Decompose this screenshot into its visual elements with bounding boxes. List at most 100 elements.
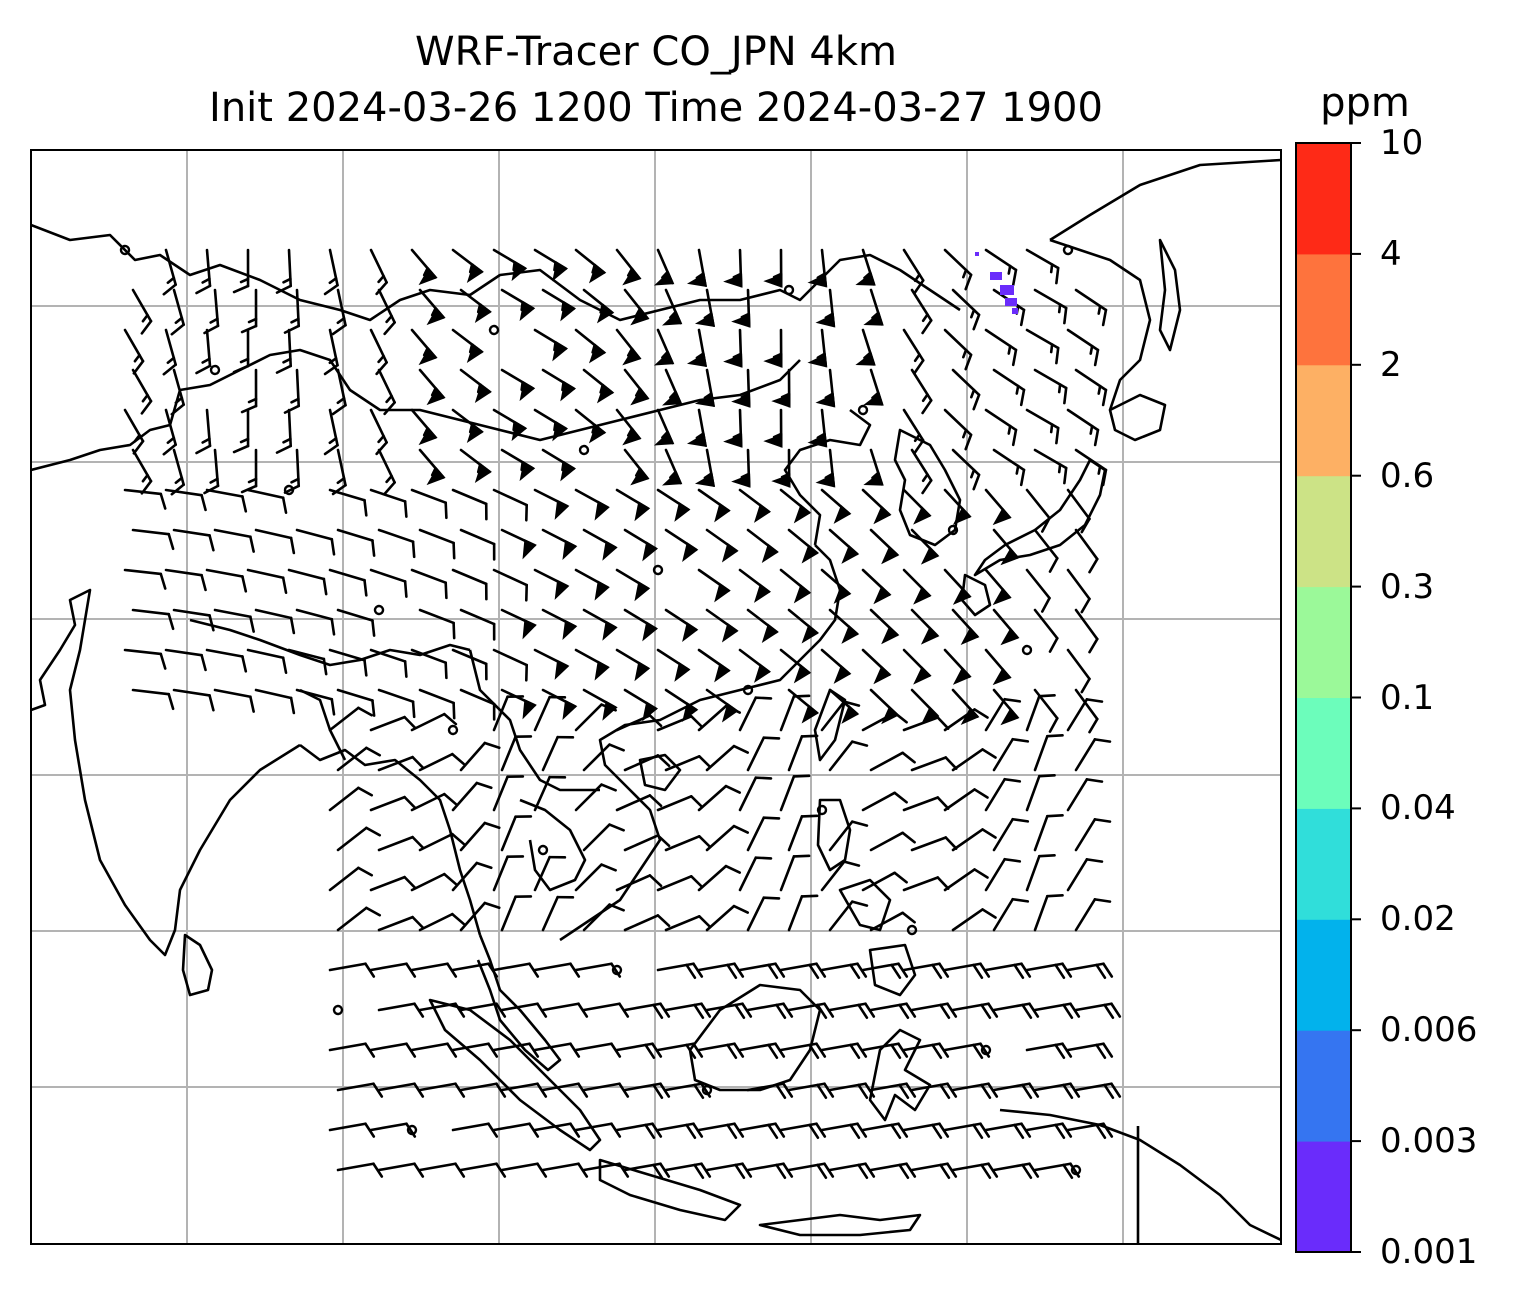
wind-barb xyxy=(828,528,860,564)
wind-barb xyxy=(533,1122,581,1138)
wind-barb xyxy=(902,408,925,455)
wind-barb xyxy=(654,408,675,446)
coast-india xyxy=(31,588,301,957)
title-line-1: WRF-Tracer CO_JPN 4km xyxy=(415,29,897,75)
border-myanmar xyxy=(299,688,347,761)
wind-barb xyxy=(656,648,691,682)
wind-barb xyxy=(992,288,1026,327)
wind-barb xyxy=(763,328,783,368)
wind-barb xyxy=(984,408,1018,447)
wind-barb xyxy=(377,368,396,416)
wind-barb xyxy=(1066,962,1114,980)
wind-barb xyxy=(328,568,368,597)
wind-barb xyxy=(869,1002,917,1020)
wind-barb xyxy=(705,608,739,643)
wind-barb xyxy=(369,795,417,812)
wind-barb xyxy=(656,1122,704,1140)
wind-barb xyxy=(1033,448,1068,485)
coast-taiwan xyxy=(813,688,847,762)
wind-barb xyxy=(418,1162,466,1178)
wind-barb xyxy=(1025,488,1051,533)
wind-barb xyxy=(779,854,811,892)
plume-cell xyxy=(1012,308,1018,314)
wind-barb xyxy=(1025,774,1056,812)
wind-barb xyxy=(615,794,663,812)
wind-barb xyxy=(861,648,892,685)
coast-borneo xyxy=(688,983,822,1092)
wind-barb xyxy=(459,901,501,932)
wind-barb xyxy=(582,743,625,772)
wind-barb xyxy=(992,528,1020,566)
wind-barb xyxy=(763,408,783,448)
wind-barb xyxy=(541,368,577,402)
wind-barb xyxy=(984,568,1012,606)
wind-barb xyxy=(943,1122,991,1140)
wind-barb xyxy=(902,876,950,892)
map-gridlines xyxy=(31,150,1281,1244)
wind-barb xyxy=(686,248,708,288)
wind-barb xyxy=(492,1042,540,1058)
coast-mindanao xyxy=(868,943,917,997)
wind-barb xyxy=(869,528,900,565)
wind-barb xyxy=(131,288,153,335)
wind-barb xyxy=(410,872,458,892)
wind-barb xyxy=(574,1042,622,1058)
wind-barb xyxy=(131,368,153,415)
wind-barb xyxy=(275,408,293,454)
wind-barb xyxy=(410,248,438,286)
wind-barb xyxy=(656,715,704,732)
coast-java xyxy=(598,1158,742,1222)
colorbar-segment xyxy=(1296,143,1351,255)
wind-barb xyxy=(951,1002,999,1020)
wind-barb xyxy=(500,448,536,482)
colorbar-segment xyxy=(1296,253,1351,366)
coast-bengal xyxy=(299,743,482,936)
wind-barb xyxy=(694,448,716,488)
colorbar-tick-label: 0.02 xyxy=(1380,899,1456,940)
wind-barb xyxy=(951,448,981,491)
wind-barb xyxy=(295,608,336,636)
wind-barb xyxy=(984,777,1022,812)
wind-barb xyxy=(615,648,651,682)
wind-barb xyxy=(705,528,739,563)
wind-barb xyxy=(623,834,671,852)
wind-barb xyxy=(1033,1082,1081,1100)
wind-barb xyxy=(807,248,828,288)
wind-barb xyxy=(984,1122,1032,1140)
wind-barb xyxy=(574,488,610,521)
wind-barb xyxy=(902,1122,950,1140)
wind-barb xyxy=(500,1082,548,1098)
wind-barb xyxy=(738,962,786,980)
wind-barb xyxy=(869,831,916,852)
wind-barb xyxy=(500,815,533,852)
wind-barb xyxy=(254,608,296,635)
wind-barb xyxy=(623,528,659,562)
wind-barb xyxy=(771,368,791,408)
wind-barb xyxy=(623,608,659,642)
wind-barb xyxy=(377,688,416,719)
wind-barb xyxy=(902,248,925,295)
wind-barb xyxy=(656,962,704,980)
colorbar-tick-label: 0.003 xyxy=(1380,1121,1478,1162)
wind-barb xyxy=(738,1042,786,1060)
wind-barb xyxy=(738,1122,786,1140)
wind-barb xyxy=(910,608,940,645)
wind-barb xyxy=(992,897,1030,932)
wind-barb xyxy=(295,528,336,556)
wind-barb xyxy=(369,328,388,376)
coast-luzon xyxy=(816,798,852,872)
wind-barb xyxy=(459,368,492,403)
wind-barb xyxy=(492,855,525,892)
colorbar-segment xyxy=(1296,1030,1351,1142)
wind-barb xyxy=(779,648,812,684)
wind-barb xyxy=(295,688,336,716)
wind-barb xyxy=(369,1042,417,1058)
wind-barb xyxy=(533,408,569,442)
wind-barb xyxy=(1066,1042,1114,1060)
wind-barb xyxy=(615,714,663,732)
plume-cell xyxy=(975,252,979,256)
wind-barb xyxy=(451,1122,499,1138)
wind-barb xyxy=(787,814,819,852)
coastlines xyxy=(31,158,1281,1244)
wind-barb xyxy=(336,608,376,637)
